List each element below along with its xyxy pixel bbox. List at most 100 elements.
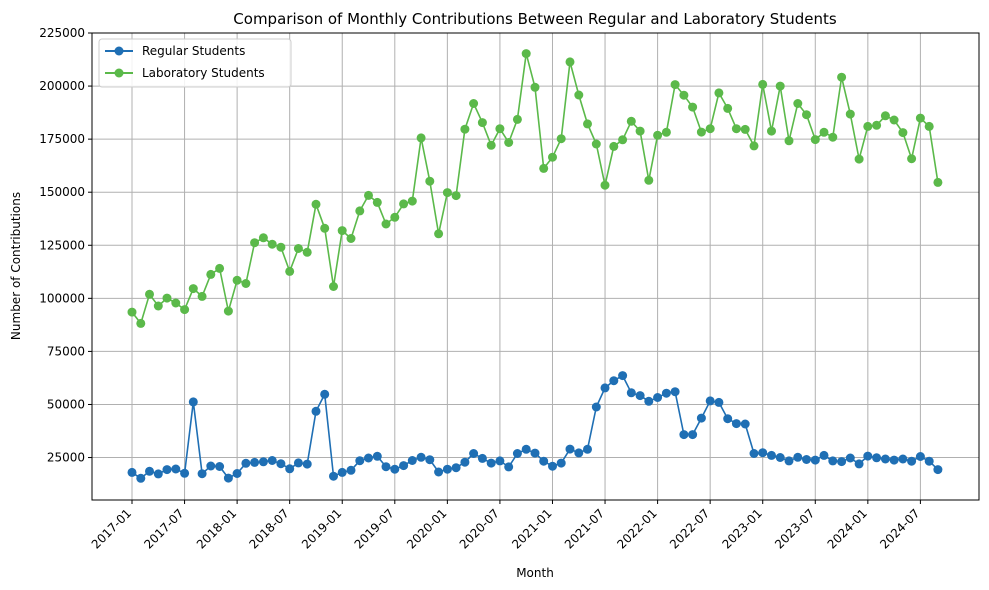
data-point-laboratory [915,113,925,123]
data-point-laboratory [258,233,268,243]
data-point-regular [320,389,330,399]
data-point-laboratory [863,121,873,131]
data-point-regular [276,459,286,469]
data-point-regular [530,448,540,458]
data-point-laboratory [626,116,636,126]
data-point-laboratory [486,140,496,150]
data-point-regular [267,456,277,465]
y-tick-label: 100000 [39,291,85,305]
data-point-regular [600,383,610,393]
data-point-laboratory [731,124,741,134]
data-point-laboratory [889,115,899,125]
data-point-laboratory [495,124,505,134]
data-point-regular [188,397,198,407]
data-point-laboratory [872,120,882,130]
data-point-laboratory [153,301,163,311]
data-point-regular [907,456,917,466]
data-point-regular [206,461,216,471]
y-axis-label: Number of Contributions [9,192,23,340]
chart-title: Comparison of Monthly Contributions Betw… [233,10,837,28]
data-point-regular [302,459,312,469]
data-point-regular [714,397,724,407]
data-point-regular [329,471,338,481]
data-point-laboratory [381,219,391,229]
data-point-regular [337,467,347,477]
data-point-regular [723,414,733,424]
data-point-regular [153,469,163,479]
series-regular [127,371,943,483]
data-point-regular [250,457,260,467]
data-point-regular [670,387,680,397]
y-tick-label: 225000 [39,26,85,40]
data-point-regular [442,464,452,474]
data-point-laboratory [898,128,908,138]
data-point-regular [845,453,855,463]
data-point-regular [880,454,890,464]
data-point-regular [574,448,584,458]
data-point-laboratory [302,247,312,257]
data-point-laboratory [215,263,225,273]
data-point-regular [486,458,496,468]
data-point-regular [434,467,444,477]
data-point-regular [425,455,435,465]
x-axis-label: Month [516,566,554,580]
data-point-regular [548,461,557,471]
data-point-regular [749,449,759,458]
data-point-regular [837,457,847,467]
data-point-laboratory [749,141,759,151]
data-point-laboratory [548,152,557,162]
data-point-regular [565,444,575,454]
data-point-laboratory [346,234,356,243]
data-point-laboratory [784,136,794,146]
data-point-regular [293,458,303,468]
data-point-regular [933,465,943,475]
data-point-regular [180,468,190,478]
data-point-regular [889,455,899,465]
data-point-laboratory [355,206,365,216]
data-point-laboratory [854,154,864,164]
data-point-regular [731,419,741,429]
data-point-laboratory [241,279,251,288]
legend-box [98,38,292,88]
data-point-laboratory [819,127,829,137]
series-laboratory [127,49,943,328]
data-point-regular [802,455,811,464]
plot-frame [91,32,980,501]
data-point-laboratory [512,114,522,124]
legend-label-regular: Regular Students [142,44,245,58]
data-point-regular [583,444,592,454]
data-point-laboratory [802,110,811,120]
data-point-laboratory [705,124,715,134]
data-point-laboratory [574,90,584,100]
data-point-regular [477,453,487,463]
data-point-laboratory [329,282,338,291]
data-point-regular [460,457,470,467]
data-point-laboratory [232,275,242,285]
data-point-laboratory [679,90,689,100]
data-point-regular [609,376,619,386]
data-point-laboratory [442,188,452,198]
data-point-laboratory [399,199,409,209]
data-point-laboratory [591,139,601,149]
data-point-laboratory [609,141,619,151]
data-point-regular [504,462,514,472]
data-point-regular [223,473,233,483]
data-point-laboratory [775,81,785,91]
data-point-laboratory [250,238,260,248]
data-point-laboratory [276,242,286,252]
data-point-laboratory [828,132,838,142]
data-point-regular [539,456,549,466]
data-point-regular [618,371,628,381]
data-point-regular [311,406,321,416]
data-point-laboratory [416,133,426,143]
data-point-regular [653,393,663,402]
data-point-laboratory [337,226,347,236]
data-point-regular [644,396,654,406]
data-point-laboratory [477,118,487,128]
data-point-regular [258,457,268,467]
data-point-regular [127,467,137,477]
data-point-regular [696,413,706,423]
data-point-laboratory [880,111,890,121]
y-tick-label: 150000 [39,185,85,199]
data-point-laboratory [320,223,330,233]
